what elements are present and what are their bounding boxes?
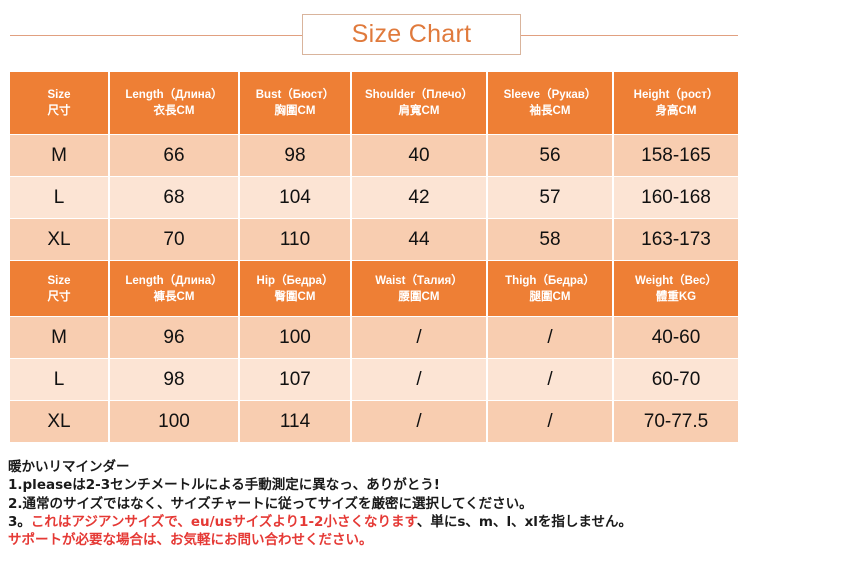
table-cell: / bbox=[352, 317, 488, 359]
table-cell: 44 bbox=[352, 219, 488, 261]
table-row: L 98 107 / / 60-70 bbox=[10, 359, 738, 401]
size-chart-title: Size Chart bbox=[302, 14, 521, 55]
table-row: XL 70 110 44 58 163-173 bbox=[10, 219, 738, 261]
table-cell: 110 bbox=[240, 219, 352, 261]
header-cell: Size 尺寸 bbox=[10, 261, 110, 317]
reminder-line-3-suffix: 、単にs、m、l、xlを指しません。 bbox=[416, 513, 633, 530]
header-cell: Height（рост） 身高CM bbox=[614, 72, 738, 135]
table-cell: / bbox=[352, 401, 488, 443]
table-cell: / bbox=[488, 359, 614, 401]
table-cell: 66 bbox=[110, 135, 240, 177]
table-cell: 40-60 bbox=[614, 317, 738, 359]
header-sublabel: 腰圍CM bbox=[398, 290, 440, 303]
header-label: Height（рост） bbox=[633, 89, 719, 101]
header-label: Hip（Бедра） bbox=[256, 274, 334, 287]
table-cell: 96 bbox=[110, 317, 240, 359]
size-chart-title-bar: Size Chart bbox=[0, 0, 841, 64]
header-sublabel: 衣長CM bbox=[153, 105, 195, 117]
reminder-line-2: 2.通常のサイズではなく、サイズチャートに従ってサイズを厳密に選択してください。 bbox=[8, 495, 533, 512]
header-cell: Bust（Бюст） 胸圍CM bbox=[240, 72, 352, 135]
table-row: XL 100 114 / / 70-77.5 bbox=[10, 401, 738, 443]
table-cell: 42 bbox=[352, 177, 488, 219]
header-sublabel: 肩寬CM bbox=[398, 105, 440, 117]
header-sublabel: 腿圍CM bbox=[529, 290, 571, 303]
table-cell: 104 bbox=[240, 177, 352, 219]
header-label: Length（Длина） bbox=[125, 89, 223, 101]
header-label: Thigh（Бедра） bbox=[505, 274, 595, 287]
table-row: M 96 100 / / 40-60 bbox=[10, 317, 738, 359]
reminder-notes: 暖かいリマインダー 1.pleaseは2-3センチメートルによる手動測定に異なっ… bbox=[8, 458, 838, 549]
table-cell: 70 bbox=[110, 219, 240, 261]
header-sublabel: 尺寸 bbox=[47, 290, 71, 303]
header-cell: Size 尺寸 bbox=[10, 72, 110, 135]
table-cell: 98 bbox=[110, 359, 240, 401]
table-cell: 40 bbox=[352, 135, 488, 177]
table-cell: 68 bbox=[110, 177, 240, 219]
header-cell: Length（Длина） 衣長CM bbox=[110, 72, 240, 135]
header-cell: Waist（Талия） 腰圍CM bbox=[352, 261, 488, 317]
header-label: Bust（Бюст） bbox=[255, 89, 335, 101]
header-label: Weight（Вес） bbox=[634, 274, 718, 287]
table-cell: / bbox=[352, 359, 488, 401]
header-cell: Length（Длина） 褲長CM bbox=[110, 261, 240, 317]
header-label: Waist（Талия） bbox=[375, 274, 463, 287]
header-sublabel: 體重KG bbox=[655, 290, 697, 303]
size-cell: XL bbox=[10, 401, 110, 443]
table-cell: 98 bbox=[240, 135, 352, 177]
bottom-table-header: Size 尺寸 Length（Длина） 褲長CM Hip（Бедра） 臀圍CM … bbox=[10, 261, 738, 317]
size-cell: XL bbox=[10, 219, 110, 261]
header-cell: Shoulder（Плечо） 肩寬CM bbox=[352, 72, 488, 135]
header-cell: Hip（Бедра） 臀圍CM bbox=[240, 261, 352, 317]
size-table: Size 尺寸 Length（Длина） 衣長CM Bust（Бюст） 胸圍CM … bbox=[10, 72, 738, 443]
table-cell: 58 bbox=[488, 219, 614, 261]
table-cell: 100 bbox=[240, 317, 352, 359]
table-cell: / bbox=[488, 401, 614, 443]
table-cell: 107 bbox=[240, 359, 352, 401]
header-label: Sleeve（Рукав） bbox=[503, 89, 597, 101]
reminder-heading: 暖かいリマインダー bbox=[8, 459, 130, 475]
header-label: Shoulder（Плечо） bbox=[364, 89, 474, 101]
size-cell: L bbox=[10, 359, 110, 401]
header-cell: Weight（Вес） 體重KG bbox=[614, 261, 738, 317]
header-sublabel: 袖長CM bbox=[529, 105, 571, 117]
header-sublabel: 胸圍CM bbox=[274, 105, 316, 117]
size-cell: M bbox=[10, 135, 110, 177]
table-cell: 60-70 bbox=[614, 359, 738, 401]
reminder-line-3-prefix: 3。 bbox=[8, 513, 31, 530]
table-cell: 57 bbox=[488, 177, 614, 219]
table-cell: 163-173 bbox=[614, 219, 738, 261]
reminder-line-3-highlight: これはアジアンサイズで、eu/usサイズより1-2小さくなります bbox=[30, 513, 417, 530]
table-cell: 100 bbox=[110, 401, 240, 443]
header-sublabel: 尺寸 bbox=[47, 105, 71, 117]
header-sublabel: 臀圍CM bbox=[274, 290, 316, 303]
header-sublabel: 身高CM bbox=[655, 105, 697, 117]
table-cell: 56 bbox=[488, 135, 614, 177]
header-label: Size bbox=[47, 89, 71, 101]
header-label: Size bbox=[47, 274, 71, 287]
table-row: L 68 104 42 57 160-168 bbox=[10, 177, 738, 219]
reminder-line-4: サポートが必要な場合は、お気軽にお問い合わせください。 bbox=[8, 532, 373, 549]
size-cell: L bbox=[10, 177, 110, 219]
reminder-line-1: 1.pleaseは2-3センチメートルによる手動測定に異なっ、ありがとう! bbox=[8, 477, 440, 494]
table-cell: 114 bbox=[240, 401, 352, 443]
top-table-header: Size 尺寸 Length（Длина） 衣長CM Bust（Бюст） 胸圍CM … bbox=[10, 72, 738, 135]
header-cell: Thigh（Бедра） 腿圍CM bbox=[488, 261, 614, 317]
title-divider-left bbox=[10, 35, 302, 36]
reminder-line-3: 3。これはアジアンサイズで、eu/usサイズより1-2小さくなります、単にs、m… bbox=[8, 513, 838, 531]
table-cell: 160-168 bbox=[614, 177, 738, 219]
table-cell: 70-77.5 bbox=[614, 401, 738, 443]
table-cell: 158-165 bbox=[614, 135, 738, 177]
header-sublabel: 褲長CM bbox=[153, 290, 195, 303]
table-cell: / bbox=[488, 317, 614, 359]
header-label: Length（Длина） bbox=[125, 274, 223, 287]
title-divider-right bbox=[521, 35, 738, 36]
table-row: M 66 98 40 56 158-165 bbox=[10, 135, 738, 177]
size-cell: M bbox=[10, 317, 110, 359]
header-cell: Sleeve（Рукав） 袖長CM bbox=[488, 72, 614, 135]
